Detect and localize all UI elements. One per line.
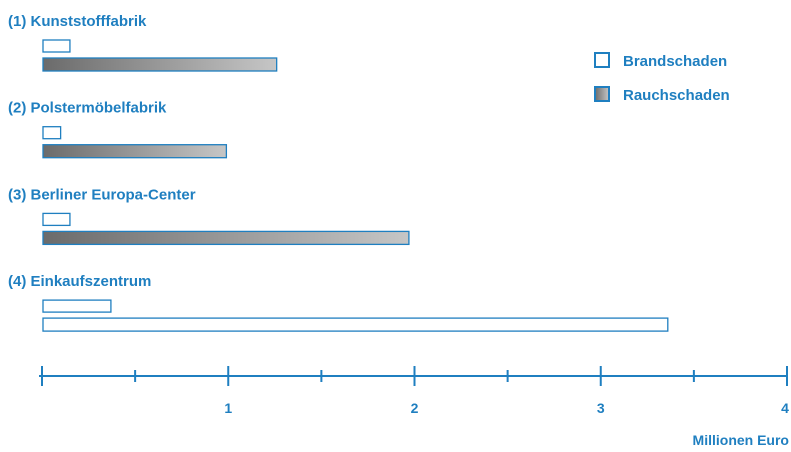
categories: (1) Kunststofffabrik (2) Polstermöbelfabr… (8, 13, 669, 332)
bar-rauchschaden (42, 230, 410, 246)
category-group: (1) Kunststofffabrik (8, 13, 278, 72)
bar-brandschaden (42, 212, 71, 227)
bar-brandschaden (42, 39, 71, 53)
tick-label: 4 (781, 400, 789, 416)
category-label: (1) Kunststofffabrik (8, 13, 147, 30)
bar-brandschaden (42, 299, 112, 313)
tick-label: 1 (224, 400, 232, 416)
tick-label: 3 (597, 400, 605, 416)
legend-swatch (594, 86, 610, 102)
category-group: (3) Berliner Europa-Center (8, 186, 410, 246)
x-axis-title: Millionen Euro (693, 432, 789, 448)
bar-rauchschaden (42, 317, 669, 332)
legend-item: Brandschaden (594, 52, 727, 70)
legend-label: Brandschaden (623, 53, 727, 70)
category-label: (4) Einkaufszentrum (8, 273, 151, 290)
legend: Brandschaden Rauchschaden (594, 52, 730, 104)
legend-label: Rauchschaden (623, 87, 730, 104)
category-label: (2) Polstermöbelfabrik (8, 100, 167, 117)
bar-brandschaden (42, 126, 62, 140)
x-axis: 1 2 3 4 (39, 366, 789, 416)
tick-label: 2 (411, 400, 419, 416)
legend-swatch (594, 52, 610, 68)
category-label: (3) Berliner Europa-Center (8, 186, 196, 203)
category-group: (2) Polstermöbelfabrik (8, 100, 228, 159)
bar-rauchschaden (42, 57, 278, 72)
bar-rauchschaden (42, 144, 228, 159)
legend-item: Rauchschaden (594, 86, 730, 104)
category-group: (4) Einkaufszentrum (8, 273, 669, 332)
